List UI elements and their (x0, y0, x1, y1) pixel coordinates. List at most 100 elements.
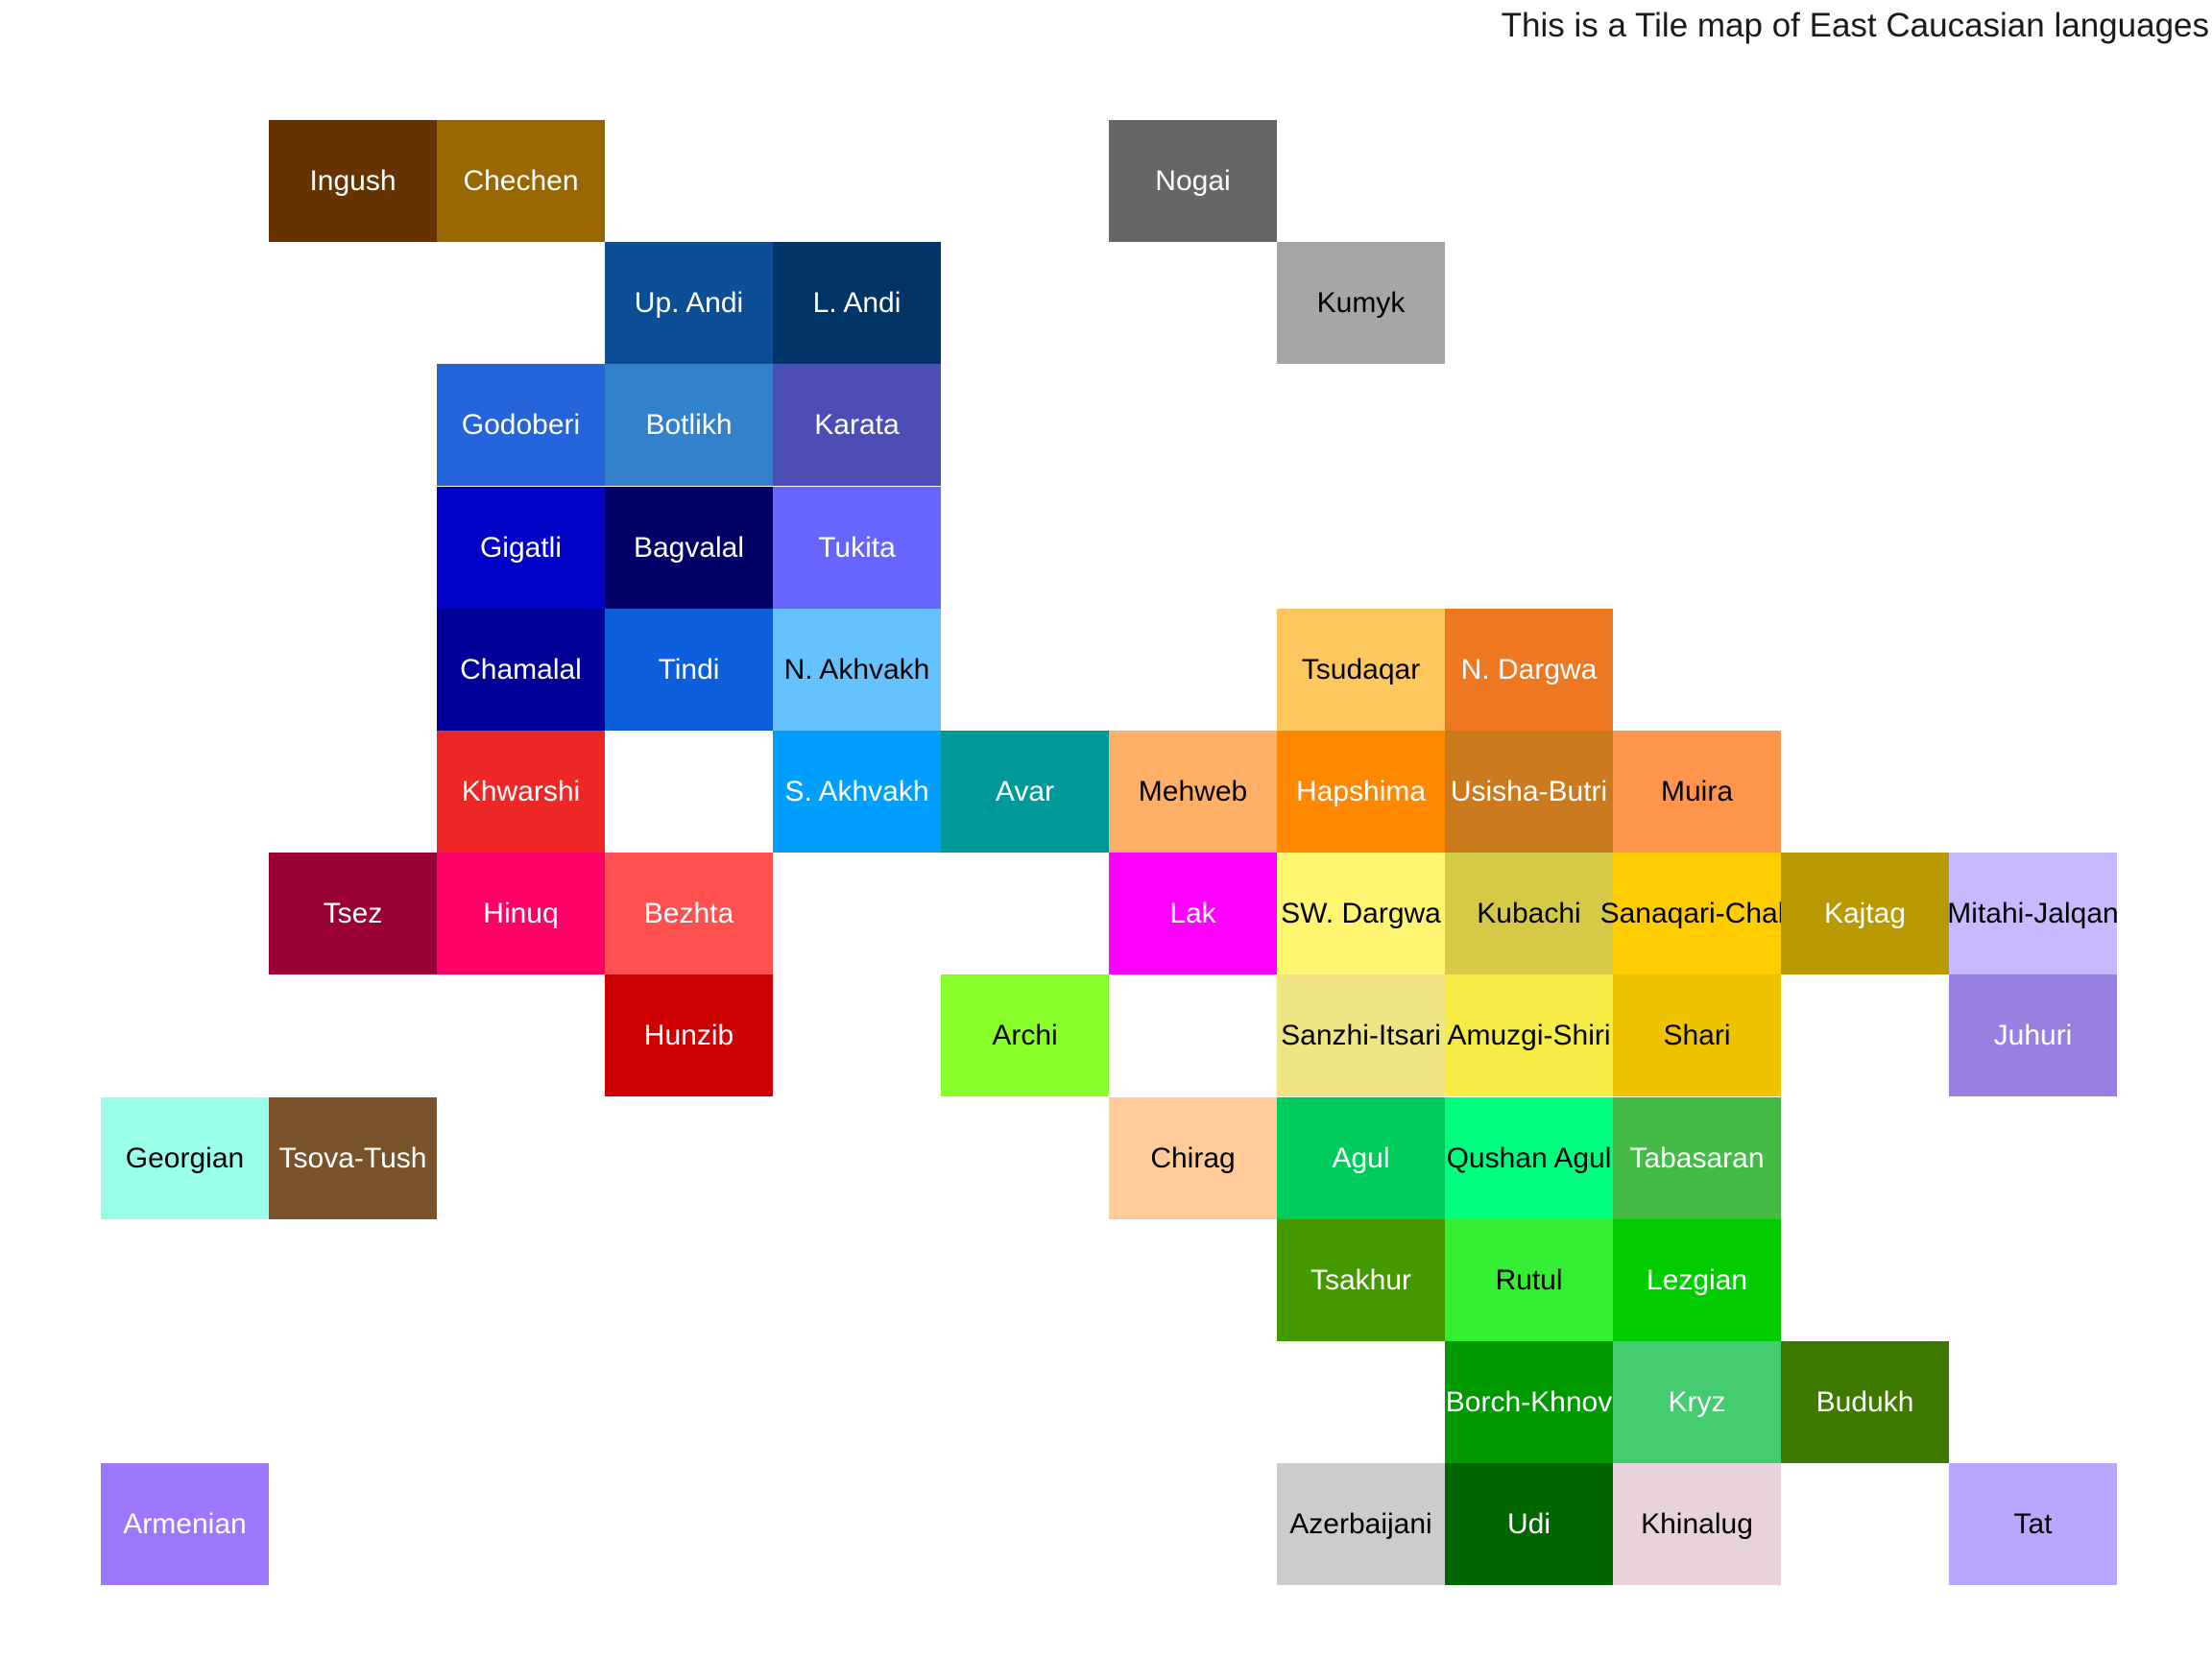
tile-label: Hapshima (1295, 775, 1427, 807)
tile-tsakhur: Tsakhur (1277, 1219, 1445, 1341)
tile-tsez: Tsez (269, 853, 437, 974)
tile-label: L. Andi (812, 286, 902, 319)
tile-up-andi: Up. Andi (605, 242, 773, 364)
tile-gigatli: Gigatli (437, 487, 605, 609)
tile-kajtag: Kajtag (1781, 853, 1949, 974)
tile-budukh: Budukh (1781, 1341, 1949, 1463)
tile-label: Georgian (125, 1142, 245, 1174)
tile-label: Muira (1660, 775, 1733, 807)
tile-label: Ingush (309, 164, 397, 197)
tile-bezhta: Bezhta (605, 853, 773, 974)
tile-mehweb: Mehweb (1109, 731, 1277, 853)
tile-label: Udi (1506, 1507, 1551, 1540)
tile-kubachi: Kubachi (1445, 853, 1613, 974)
tile-label: Botlikh (645, 408, 733, 441)
tile-label: Sanaqari-Chah (1599, 897, 1794, 929)
tile-label: Karata (814, 408, 900, 441)
tile-sanaqari-chah: Sanaqari-Chah (1600, 853, 1793, 974)
tile-label: Bagvalal (633, 531, 745, 564)
tile-s-akhvakh: S. Akhvakh (773, 731, 941, 853)
tile-bagvalal: Bagvalal (605, 487, 773, 609)
tile-label: Gigatli (479, 531, 563, 564)
tile-azerbaijani: Azerbaijani (1277, 1463, 1445, 1585)
tile-kryz: Kryz (1613, 1341, 1781, 1463)
tile-label: Godoberi (461, 408, 581, 441)
tile-label: Mitahi-Jalqan (1947, 897, 2119, 929)
tile-chamalal: Chamalal (437, 609, 605, 731)
tile-label: Chirag (1150, 1142, 1236, 1174)
tile-label: Tsudaqar (1301, 653, 1421, 685)
tile-hapshima: Hapshima (1277, 731, 1445, 853)
tile-label: Budukh (1815, 1385, 1914, 1418)
tile-label: Kajtag (1823, 897, 1907, 929)
tile-tsudaqar: Tsudaqar (1277, 609, 1445, 731)
tile-hunzib: Hunzib (605, 974, 773, 1096)
tile-hinuq: Hinuq (437, 853, 605, 974)
tile-label: Agul (1332, 1142, 1390, 1174)
tile-n-akhvakh: N. Akhvakh (773, 609, 941, 731)
tile-khwarshi: Khwarshi (437, 731, 605, 853)
tile-label: Tukita (818, 531, 896, 564)
tile-lezgian: Lezgian (1613, 1219, 1781, 1341)
tile-label: S. Akhvakh (784, 775, 929, 807)
tile-label: Khinalug (1641, 1507, 1753, 1540)
tile-tat: Tat (1949, 1463, 2117, 1585)
tile-amuzgi-shiri: Amuzgi-Shiri (1445, 974, 1613, 1096)
tile-nogai: Nogai (1109, 120, 1277, 242)
tile-botlikh: Botlikh (605, 364, 773, 486)
tile-label: Usisha-Butri (1450, 775, 1608, 807)
tile-chechen: Chechen (437, 120, 605, 242)
tile-agul: Agul (1277, 1097, 1445, 1219)
tile-shari: Shari (1613, 974, 1781, 1096)
tile-label: Nogai (1155, 164, 1231, 197)
tile-label: Hinuq (483, 897, 559, 929)
tile-label: Rutul (1495, 1263, 1563, 1296)
tile-tsova-tush: Tsova-Tush (269, 1097, 437, 1219)
tile-label: Tsez (323, 897, 383, 929)
tile-label: Bezhta (643, 897, 734, 929)
tile-label: Amuzgi-Shiri (1447, 1019, 1611, 1051)
tile-mitahi-jalqan: Mitahi-Jalqan (1947, 853, 2119, 974)
tile-sw-dargwa: SW. Dargwa (1277, 853, 1445, 974)
tile-label: Armenian (123, 1507, 247, 1540)
tile-juhuri: Juhuri (1949, 974, 2117, 1096)
tile-l-andi: L. Andi (773, 242, 941, 364)
tile-borch-khnov: Borch-Khnov (1445, 1341, 1613, 1463)
map-title: This is a Tile map of East Caucasian lan… (1501, 7, 2209, 44)
tile-lak: Lak (1109, 853, 1277, 974)
tile-qushan-agul: Qushan Agul (1445, 1097, 1613, 1219)
tile-avar: Avar (941, 731, 1109, 853)
tile-n-dargwa: N. Dargwa (1445, 609, 1613, 731)
tile-label: Avar (995, 775, 1055, 807)
tile-armenian: Armenian (101, 1463, 269, 1585)
tile-label: Chamalal (460, 653, 582, 685)
tile-label: Up. Andi (634, 286, 744, 319)
tile-label: Tindi (658, 653, 720, 685)
tile-ingush: Ingush (269, 120, 437, 242)
tile-label: Tat (2013, 1507, 2053, 1540)
tile-label: Kryz (1668, 1385, 1726, 1418)
tile-karata: Karata (773, 364, 941, 486)
tile-label: N. Akhvakh (783, 653, 930, 685)
tile-kumyk: Kumyk (1277, 242, 1445, 364)
tile-udi: Udi (1445, 1463, 1613, 1585)
tile-muira: Muira (1613, 731, 1781, 853)
tile-label: Archi (992, 1019, 1058, 1051)
tile-label: Tsova-Tush (278, 1142, 427, 1174)
tile-label: Sanzhi-Itsari (1281, 1019, 1441, 1051)
tile-label: Borch-Khnov (1445, 1385, 1613, 1418)
tile-label: Qushan Agul (1446, 1142, 1612, 1174)
tile-tindi: Tindi (605, 609, 773, 731)
tile-label: Shari (1663, 1019, 1731, 1051)
tile-godoberi: Godoberi (437, 364, 605, 486)
tile-label: Tabasaran (1629, 1142, 1765, 1174)
tile-label: Mehweb (1138, 775, 1248, 807)
tile-chirag: Chirag (1109, 1097, 1277, 1219)
tile-label: Khwarshi (461, 775, 581, 807)
tile-georgian: Georgian (101, 1097, 269, 1219)
tile-label: Lezgian (1646, 1263, 1748, 1296)
tile-label: SW. Dargwa (1281, 897, 1441, 929)
tile-khinalug: Khinalug (1613, 1463, 1781, 1585)
tile-label: Azerbaijani (1289, 1507, 1432, 1540)
